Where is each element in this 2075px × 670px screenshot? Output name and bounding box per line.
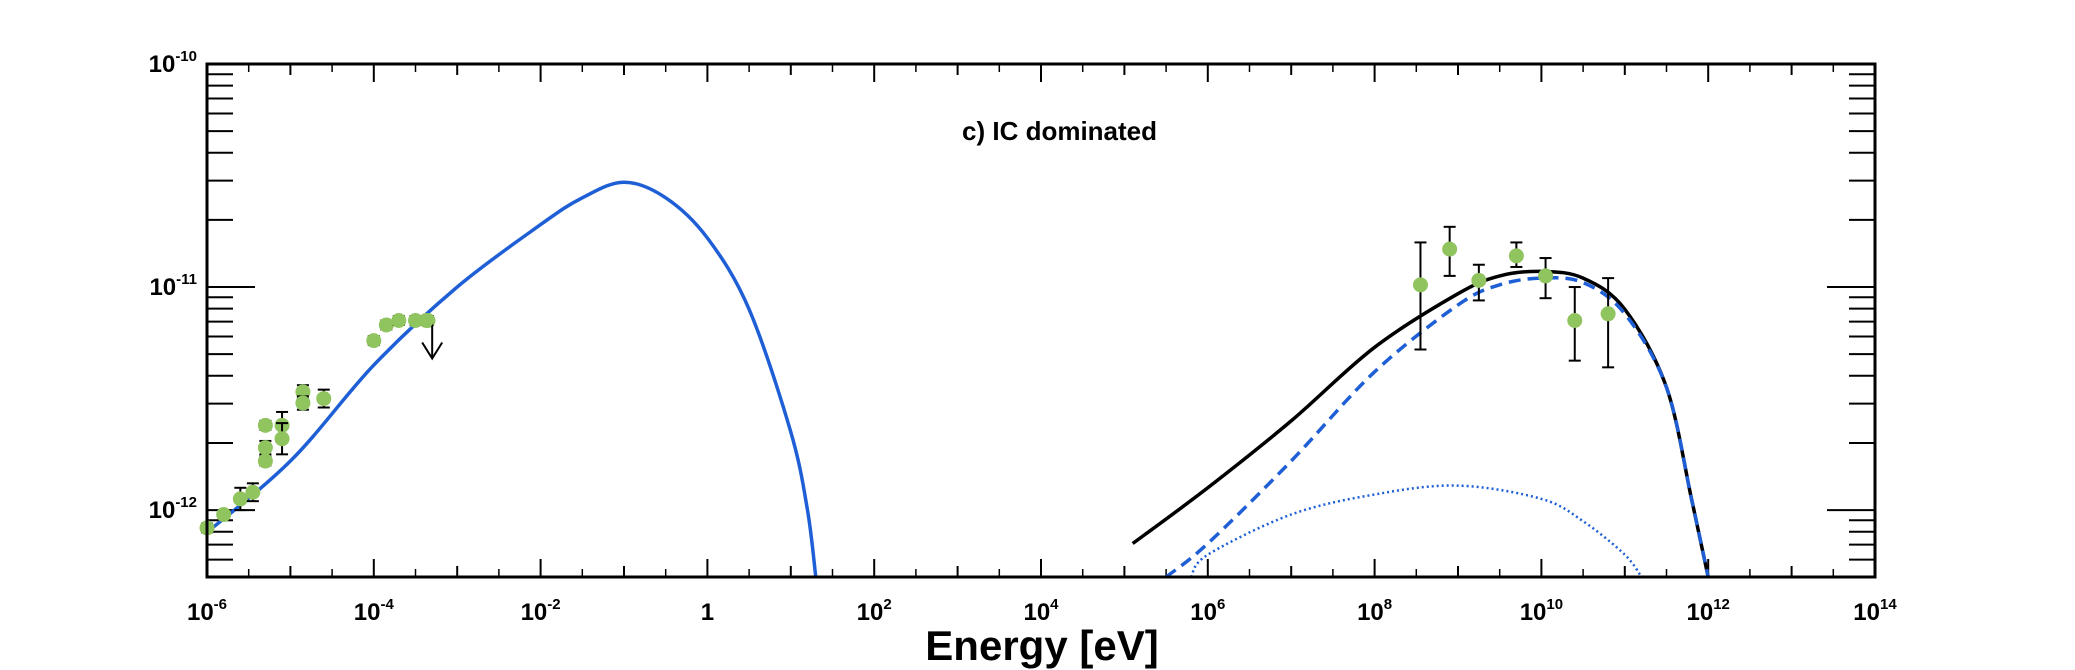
curve-component [1190,484,1643,577]
y-tick-label: 10-12 [149,494,197,524]
data-point [1600,306,1616,322]
data-point [295,395,311,411]
data-point [378,317,394,333]
data-point [408,313,423,328]
data-point [316,391,332,407]
data-point [257,440,273,456]
upper-limit-arrowhead [421,341,444,361]
model-curves [207,180,1710,577]
x-tick-label: 108 [1357,596,1392,626]
x-tick-label: 10-4 [354,596,395,626]
x-tick-label: 1 [701,599,714,626]
data-point [366,333,382,349]
x-tick-label: 10-2 [521,596,561,626]
y-tick-label: 10-11 [149,271,197,301]
data-point [232,491,248,507]
data-point [257,417,273,433]
data-point [1442,241,1458,257]
data-point [1538,268,1554,284]
upper-limit-point [418,313,434,328]
plot-annotation: c) IC dominated [962,116,1157,146]
axes-group [206,63,1876,577]
x-tick-label: 104 [1023,596,1059,626]
data-point [245,484,261,500]
curve-synchrotron [207,180,818,577]
plot-frame [205,62,1877,579]
data-point [257,453,273,469]
data-point [216,507,232,523]
data-point [391,313,407,328]
x-tick-label: 1014 [1853,596,1897,626]
data-point [1508,248,1524,264]
data-point [274,431,290,447]
curve-IC [1164,276,1710,577]
data-point [1471,272,1487,288]
y-tick-label: 10-10 [149,48,197,78]
x-tick-label: 1010 [1520,596,1563,626]
tick-labels: 10-6 10-4 10-2 1 102 104 106 108 1010 1012 1014 10-… [149,48,1898,626]
x-tick-label: 106 [1190,596,1225,626]
x-tick-label: 102 [857,596,892,626]
data-point [1567,313,1583,328]
x-axis-title: Energy [eV] [925,622,1158,669]
x-tick-label: 1012 [1687,596,1730,626]
x-tick-label: 10-6 [187,596,227,626]
data-points [199,225,1616,536]
data-point [1412,277,1428,293]
